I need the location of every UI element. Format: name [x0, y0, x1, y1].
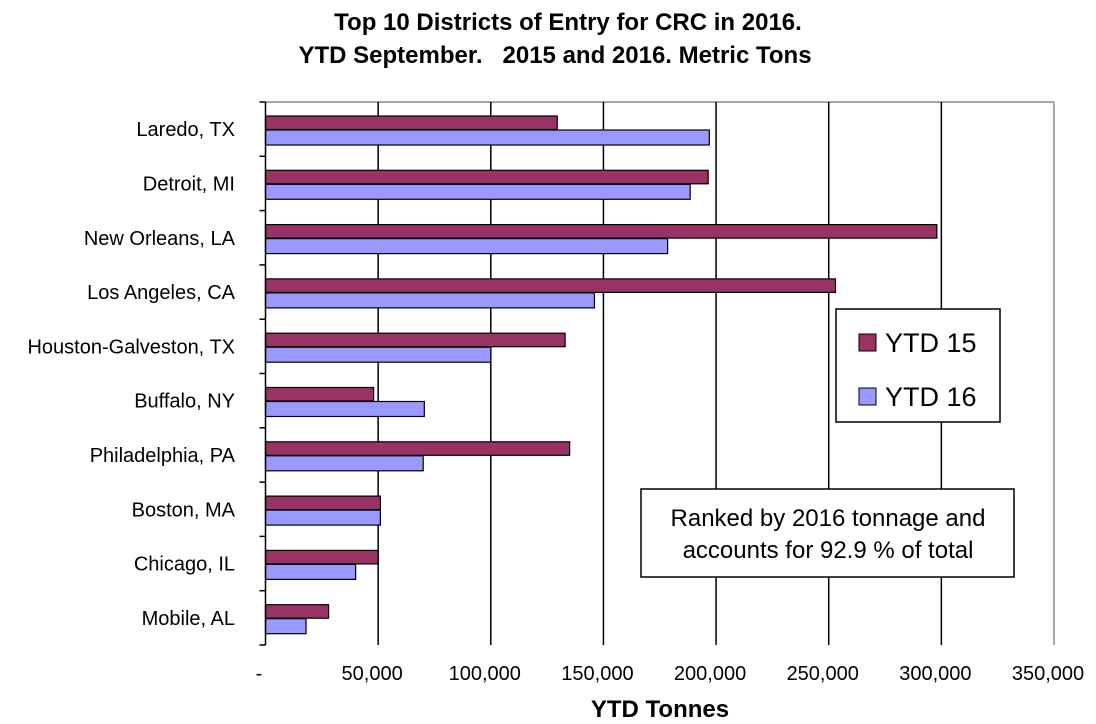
- x-tick-label: 150,000: [561, 663, 633, 685]
- legend-swatch-ytd16: [858, 387, 877, 406]
- bar-ytd16-7: [264, 509, 381, 526]
- legend-label-ytd16: YTD 16: [885, 382, 977, 412]
- bar-ytd16-0: [264, 129, 710, 146]
- annotation-line-1: Ranked by 2016 tonnage and: [671, 505, 986, 532]
- x-tick-label: 300,000: [899, 663, 971, 685]
- bar-ytd16-8: [264, 563, 357, 581]
- axes: [259, 101, 267, 646]
- bar-ytd15-4: [264, 332, 566, 348]
- bar-ytd16-1: [264, 183, 691, 200]
- bar-ytd15-5: [264, 386, 375, 402]
- category-label: Chicago, IL: [134, 554, 235, 576]
- bar-ytd16-2: [264, 238, 669, 255]
- category-label: Boston, MA: [132, 499, 236, 521]
- category-label: Philadelphia, PA: [90, 445, 236, 467]
- category-label: Houston-Galveston, TX: [27, 336, 235, 358]
- bar-ytd15-3: [264, 278, 837, 293]
- x-axis-title: YTD Tonnes: [591, 696, 729, 723]
- category-label: Laredo, TX: [136, 119, 235, 141]
- legend-swatch-ytd15: [858, 333, 877, 352]
- category-label: Detroit, MI: [143, 173, 235, 195]
- x-tick-label: 50,000: [342, 663, 403, 685]
- bar-ytd16-6: [264, 455, 424, 472]
- x-tick-label: -: [256, 663, 263, 685]
- category-label: New Orleans, LA: [84, 228, 236, 250]
- bar-ytd16-4: [264, 346, 492, 363]
- annotation-line-2: accounts for 92.9 % of total: [683, 537, 974, 564]
- bar-ytd15-8: [264, 549, 379, 565]
- x-tick-label: 200,000: [674, 663, 746, 685]
- bar-ytd15-9: [264, 604, 330, 619]
- bar-ytd15-1: [264, 169, 709, 185]
- x-tick-label: 250,000: [787, 663, 859, 685]
- annotation-box: Ranked by 2016 tonnage and accounts for …: [640, 488, 1015, 578]
- legend-label-ytd15: YTD 15: [885, 328, 977, 358]
- annotation-border: [640, 488, 1015, 578]
- bar-ytd15-0: [264, 115, 558, 131]
- chart-title-line-2: YTD September. 2015 and 2016. Metric Ton…: [298, 42, 811, 69]
- bar-ytd15-2: [264, 224, 938, 239]
- bar-ytd16-3: [264, 292, 596, 309]
- category-label: Mobile, AL: [142, 608, 235, 630]
- category-label: Buffalo, NY: [134, 391, 235, 413]
- x-tick-labels: - 50,000 100,000 150,000 200,000 250,000 300,0…: [256, 663, 1084, 685]
- x-tick-label: 350,000: [1012, 663, 1084, 685]
- bar-ytd15-6: [264, 441, 571, 456]
- x-tick-label: 100,000: [449, 663, 521, 685]
- bar-ytd16-9: [264, 618, 307, 635]
- chart-title-line-1: Top 10 Districts of Entry for CRC in 201…: [334, 9, 802, 36]
- bars: [264, 115, 938, 635]
- category-labels: Laredo, TX Detroit, MI New Orleans, LA Los …: [27, 119, 235, 630]
- legend: YTD 15 YTD 16: [835, 308, 1001, 423]
- bar-ytd15-7: [264, 495, 381, 511]
- category-label: Los Angeles, CA: [87, 282, 236, 304]
- bar-ytd16-5: [264, 400, 425, 418]
